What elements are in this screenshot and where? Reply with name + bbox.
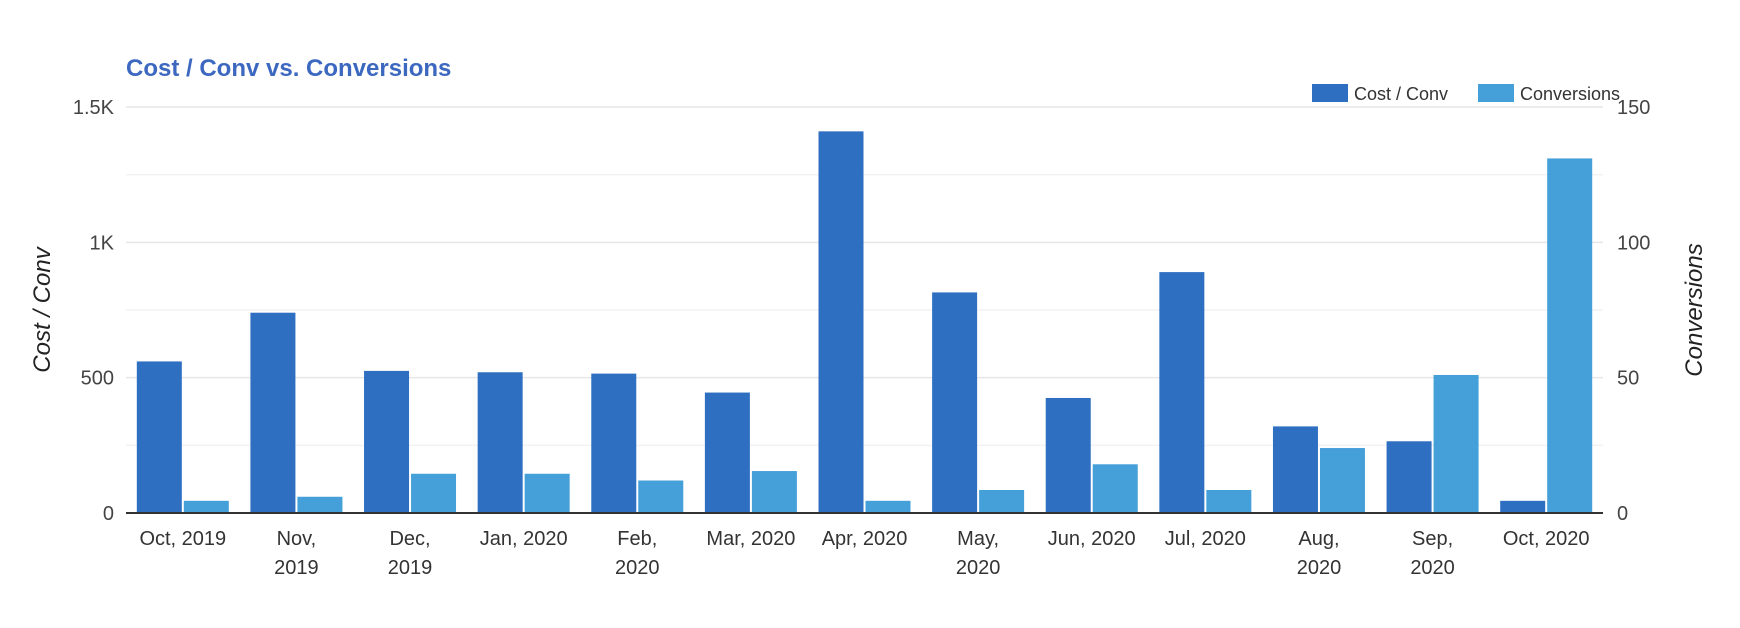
legend: Cost / Conv Conversions: [1312, 84, 1620, 104]
x-tick-label: Apr, 2020: [822, 528, 908, 550]
right-tick-label: 100: [1617, 232, 1650, 254]
legend-label-conversions: Conversions: [1520, 84, 1620, 104]
left-axis-ticks: 0 500 1K 1.5K: [73, 97, 115, 525]
x-tick-label: Jun, 2020: [1048, 528, 1136, 550]
bar-cost-conv: [932, 292, 978, 513]
right-axis-ticks: 0 50 100 150: [1617, 97, 1650, 525]
bar-conversions: [1547, 158, 1593, 513]
x-axis-ticks: Oct, 2019 Nov, 2019 Dec, 2019 Jan, 2020 Feb, 20…: [139, 528, 1589, 579]
x-tick-label: Aug, 2020: [1297, 528, 1342, 579]
right-tick-label: 50: [1617, 368, 1639, 390]
bar-conversions: [411, 473, 457, 513]
bar-conversions: [297, 496, 343, 513]
left-tick-label: 1.5K: [73, 97, 115, 119]
left-tick-label: 0: [103, 503, 114, 525]
x-tick-label: Feb, 2020: [615, 528, 660, 579]
bar-cost-conv: [1386, 441, 1432, 513]
bar-conversions: [1433, 374, 1479, 513]
legend-swatch-cost-conv: [1312, 84, 1348, 102]
bar-cost-conv: [1045, 397, 1091, 513]
x-tick-label: Oct, 2020: [1503, 528, 1590, 550]
bar-conversions: [865, 500, 911, 513]
gridlines: [126, 106, 1603, 447]
bar-conversions: [1092, 464, 1138, 513]
x-tick-label: Dec, 2019: [388, 528, 433, 579]
bar-cost-conv: [364, 370, 410, 513]
bar-cost-conv: [1500, 500, 1546, 513]
left-tick-label: 1K: [90, 232, 115, 254]
right-axis-title: Conversions: [1681, 243, 1708, 376]
x-tick-label: Jul, 2020: [1165, 528, 1246, 550]
bar-cost-conv: [1272, 426, 1318, 513]
bar-conversions: [751, 471, 797, 513]
bar-conversions: [183, 500, 229, 513]
legend-label-cost-conv: Cost / Conv: [1354, 84, 1448, 104]
bar-cost-conv: [818, 131, 864, 514]
right-tick-label: 150: [1617, 97, 1650, 119]
bar-cost-conv: [591, 373, 637, 513]
bar-cost-conv: [250, 312, 296, 513]
bar-cost-conv: [704, 392, 750, 513]
bars: [136, 131, 1593, 514]
right-tick-label: 0: [1617, 503, 1628, 525]
chart-title: Cost / Conv vs. Conversions: [126, 55, 451, 82]
legend-swatch-conversions: [1478, 84, 1514, 102]
x-tick-label: Oct, 2019: [139, 528, 226, 550]
bar-cost-conv: [136, 361, 182, 513]
left-axis-title: Cost / Conv: [29, 245, 56, 372]
x-tick-label: Jan, 2020: [480, 528, 568, 550]
bar-conversions: [524, 473, 570, 513]
bar-conversions: [638, 480, 684, 513]
bar-conversions: [1319, 448, 1365, 513]
left-tick-label: 500: [81, 368, 114, 390]
bar-cost-conv: [1159, 272, 1205, 513]
x-tick-label: Sep, 2020: [1410, 528, 1455, 579]
x-tick-label: Mar, 2020: [706, 528, 795, 550]
bar-conversions: [979, 489, 1025, 513]
bar-cost-conv: [477, 372, 523, 513]
bar-conversions: [1206, 489, 1252, 513]
x-tick-label: Nov, 2019: [274, 528, 319, 579]
x-tick-label: May, 2020: [956, 528, 1001, 579]
